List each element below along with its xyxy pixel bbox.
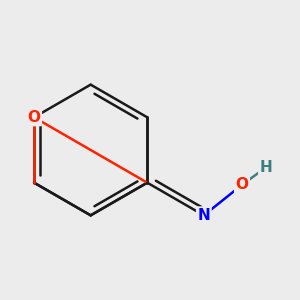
- Text: N: N: [197, 208, 210, 223]
- Text: O: O: [236, 177, 248, 192]
- Text: H: H: [260, 160, 272, 175]
- Text: O: O: [28, 110, 40, 125]
